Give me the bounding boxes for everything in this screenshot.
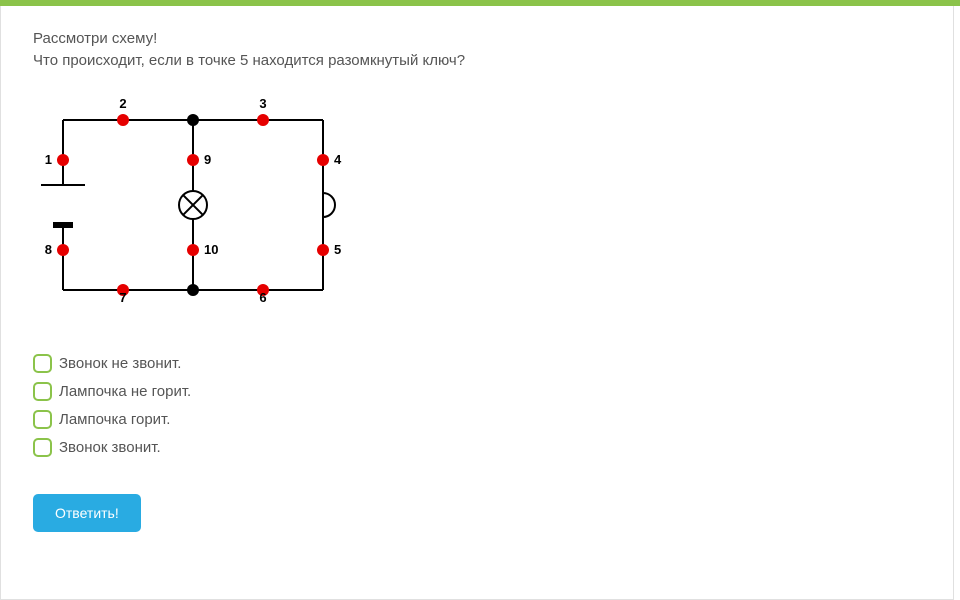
svg-text:1: 1 [45, 152, 52, 167]
circuit-diagram: 1 2 3 4 5 6 7 8 9 10 [33, 90, 921, 330]
checkbox-icon[interactable] [33, 410, 52, 429]
svg-text:10: 10 [204, 242, 218, 257]
option-row[interactable]: Звонок не звонит. [33, 354, 921, 373]
svg-text:7: 7 [119, 290, 126, 305]
svg-text:2: 2 [119, 96, 126, 111]
question-card: Рассмотри схему! Что происходит, если в … [0, 6, 954, 600]
answer-button[interactable]: Ответить! [33, 494, 141, 532]
svg-text:5: 5 [334, 242, 341, 257]
question-text: Рассмотри схему! Что происходит, если в … [33, 28, 921, 72]
option-row[interactable]: Лампочка не горит. [33, 382, 921, 401]
svg-text:9: 9 [204, 152, 211, 167]
checkbox-icon[interactable] [33, 354, 52, 373]
option-row[interactable]: Звонок звонит. [33, 438, 921, 457]
checkbox-icon[interactable] [33, 438, 52, 457]
question-line-1: Рассмотри схему! [33, 30, 157, 47]
question-line-2: Что происходит, если в точке 5 находится… [33, 52, 465, 69]
svg-text:3: 3 [259, 96, 266, 111]
option-label: Лампочка не горит. [59, 383, 191, 400]
svg-text:6: 6 [259, 290, 266, 305]
option-row[interactable]: Лампочка горит. [33, 410, 921, 429]
checkbox-icon[interactable] [33, 382, 52, 401]
svg-text:4: 4 [334, 152, 342, 167]
option-label: Звонок не звонит. [59, 355, 181, 372]
option-label: Звонок звонит. [59, 439, 161, 456]
answer-options: Звонок не звонит. Лампочка не горит. Лам… [33, 354, 921, 457]
svg-text:8: 8 [45, 242, 52, 257]
option-label: Лампочка горит. [59, 411, 170, 428]
